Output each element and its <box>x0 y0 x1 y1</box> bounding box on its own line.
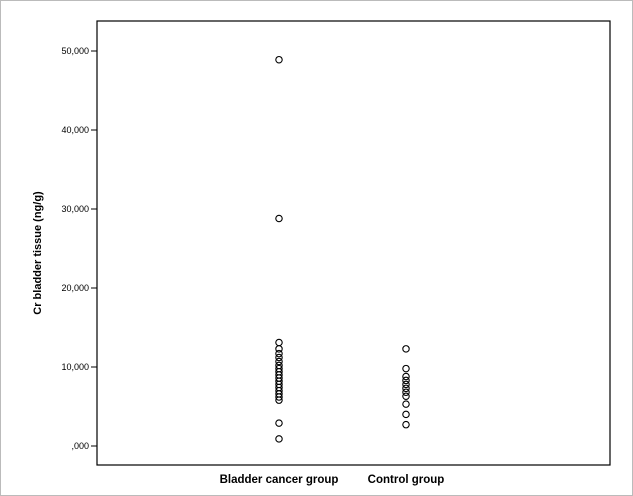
y-tick-label: ,000 <box>71 441 89 451</box>
y-tick-label: 50,000 <box>61 46 89 56</box>
y-tick-label: 10,000 <box>61 362 89 372</box>
data-point <box>402 372 410 381</box>
data-point <box>275 55 283 64</box>
data-point <box>275 214 283 223</box>
data-point <box>402 384 410 393</box>
y-axis-title: Cr bladder tissue (ng/g) <box>32 191 44 315</box>
plot-area-frame <box>96 20 611 466</box>
data-point <box>275 353 283 362</box>
data-point <box>275 349 283 358</box>
data-point <box>402 376 410 385</box>
data-point <box>402 364 410 373</box>
data-point <box>275 357 283 366</box>
data-point <box>402 420 410 429</box>
data-point <box>402 380 410 389</box>
data-point <box>402 345 410 353</box>
x-category-label: Bladder cancer group <box>220 474 339 486</box>
data-point <box>402 410 410 419</box>
y-tick-label: 40,000 <box>61 125 89 135</box>
data-point <box>402 400 410 408</box>
data-point <box>402 388 410 397</box>
data-point <box>275 419 283 427</box>
y-tick-label: 20,000 <box>61 283 89 293</box>
data-point <box>275 396 283 404</box>
x-axis-categories: Bladder cancer group Control group <box>220 474 445 486</box>
data-point <box>275 435 283 443</box>
y-axis-ticks: ,000 10,000 20,000 30,000 40,000 50,000 <box>61 46 97 451</box>
data-points <box>275 55 410 443</box>
data-point <box>275 393 283 401</box>
y-tick-label: 30,000 <box>61 204 89 214</box>
data-point <box>402 392 410 400</box>
data-point <box>275 345 283 353</box>
x-category-label: Control group <box>368 474 445 486</box>
